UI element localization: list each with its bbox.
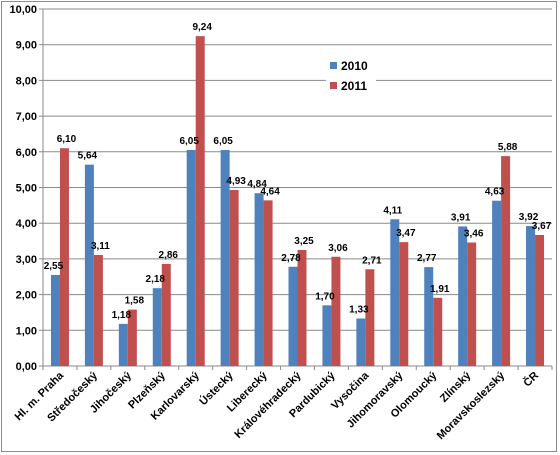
bar-2010 xyxy=(186,150,196,366)
bar-2010 xyxy=(492,200,502,366)
bar-2010 xyxy=(424,267,434,366)
y-tick-label: 9,00 xyxy=(16,40,37,52)
data-label: 6,10 xyxy=(57,134,77,145)
y-tick-label: 7,00 xyxy=(16,111,37,123)
data-label: 2,78 xyxy=(281,253,301,264)
bar-2011 xyxy=(501,156,511,366)
bar-2010 xyxy=(526,226,536,366)
bar-2011 xyxy=(365,269,375,366)
data-label: 3,25 xyxy=(294,236,314,247)
bar-2011 xyxy=(467,242,477,366)
bar-2011 xyxy=(93,254,103,366)
bar-2010 xyxy=(288,266,298,366)
x-tick-label: ČR xyxy=(521,369,541,389)
data-label: 3,92 xyxy=(519,212,539,223)
data-label: 2,86 xyxy=(159,250,179,261)
legend-swatch xyxy=(330,62,337,69)
data-label: 3,91 xyxy=(451,212,471,223)
bar-2011 xyxy=(433,297,443,366)
data-label: 4,64 xyxy=(260,186,280,197)
data-label: 1,58 xyxy=(125,296,145,307)
legend-box xyxy=(326,54,376,100)
data-label: 3,06 xyxy=(328,243,348,254)
y-tick-label: 4,00 xyxy=(16,218,37,230)
data-label: 5,64 xyxy=(78,151,98,162)
bar-2010 xyxy=(356,318,366,366)
y-tick-label: 10,00 xyxy=(9,4,37,16)
bar-2010 xyxy=(118,323,128,366)
y-tick-label: 2,00 xyxy=(16,290,37,302)
y-tick-label: 5,00 xyxy=(16,183,37,195)
bar-2011 xyxy=(229,189,239,366)
data-label: 3,67 xyxy=(532,221,552,232)
data-label: 4,93 xyxy=(226,176,246,187)
bar-2011 xyxy=(331,256,341,366)
bar-2011 xyxy=(297,249,307,366)
data-label: 4,84 xyxy=(247,179,267,190)
bar-2011 xyxy=(535,234,545,366)
bar-2011 xyxy=(399,242,409,366)
legend: 2010 2011 xyxy=(326,54,376,100)
data-label: 6,05 xyxy=(213,136,233,147)
bar-2010 xyxy=(50,274,60,366)
legend-swatch xyxy=(330,82,337,89)
bar-2011 xyxy=(161,263,171,366)
data-label: 1,18 xyxy=(112,310,132,321)
y-tick-label: 0,00 xyxy=(16,361,37,373)
data-label: 4,63 xyxy=(485,187,505,198)
bar-2010 xyxy=(152,288,162,366)
data-label: 9,24 xyxy=(192,22,212,33)
legend-label: 2011 xyxy=(341,79,367,93)
data-label: 2,18 xyxy=(146,274,166,285)
data-label: 3,47 xyxy=(396,228,416,239)
bar-2011 xyxy=(59,148,69,366)
data-label: 3,46 xyxy=(464,228,484,239)
bar-2011 xyxy=(195,36,205,367)
legend-label: 2010 xyxy=(341,59,368,73)
data-labels: 2,55 6,105,64 3,11 1,18 1,582,18 2,86 6,05 9,24… xyxy=(44,22,552,321)
bar-2011 xyxy=(263,200,273,366)
bar-2010 xyxy=(322,305,332,366)
x-tick-labels: Hl. m. PrahaStředočeskýJihočeskýPlzeňský… xyxy=(13,368,542,442)
data-label: 1,33 xyxy=(349,305,369,316)
bar-2010 xyxy=(254,193,264,366)
data-label: 1,70 xyxy=(315,291,335,302)
bar-2010 xyxy=(220,150,230,366)
data-label: 1,91 xyxy=(430,284,450,295)
data-label: 3,11 xyxy=(91,241,110,252)
data-label: 2,55 xyxy=(44,261,64,272)
bar-2010 xyxy=(458,226,468,366)
bar-2011 xyxy=(127,309,137,366)
data-label: 2,77 xyxy=(417,253,437,264)
bar-2010 xyxy=(390,219,400,366)
y-tick-label: 3,00 xyxy=(16,254,37,266)
y-tick-label: 1,00 xyxy=(16,325,37,337)
y-tick-labels: 0,00 1,00 2,00 3,00 4,00 5,00 6,00 7,00 8,00 9,00… xyxy=(9,4,37,373)
data-label: 2,71 xyxy=(362,255,382,266)
bars xyxy=(50,36,545,367)
data-label: 6,05 xyxy=(179,136,199,147)
data-label: 5,88 xyxy=(498,142,518,153)
y-tick-label: 6,00 xyxy=(16,147,37,159)
bar-2010 xyxy=(84,164,94,366)
y-tick-label: 8,00 xyxy=(16,75,37,87)
data-label: 4,11 xyxy=(383,205,402,216)
